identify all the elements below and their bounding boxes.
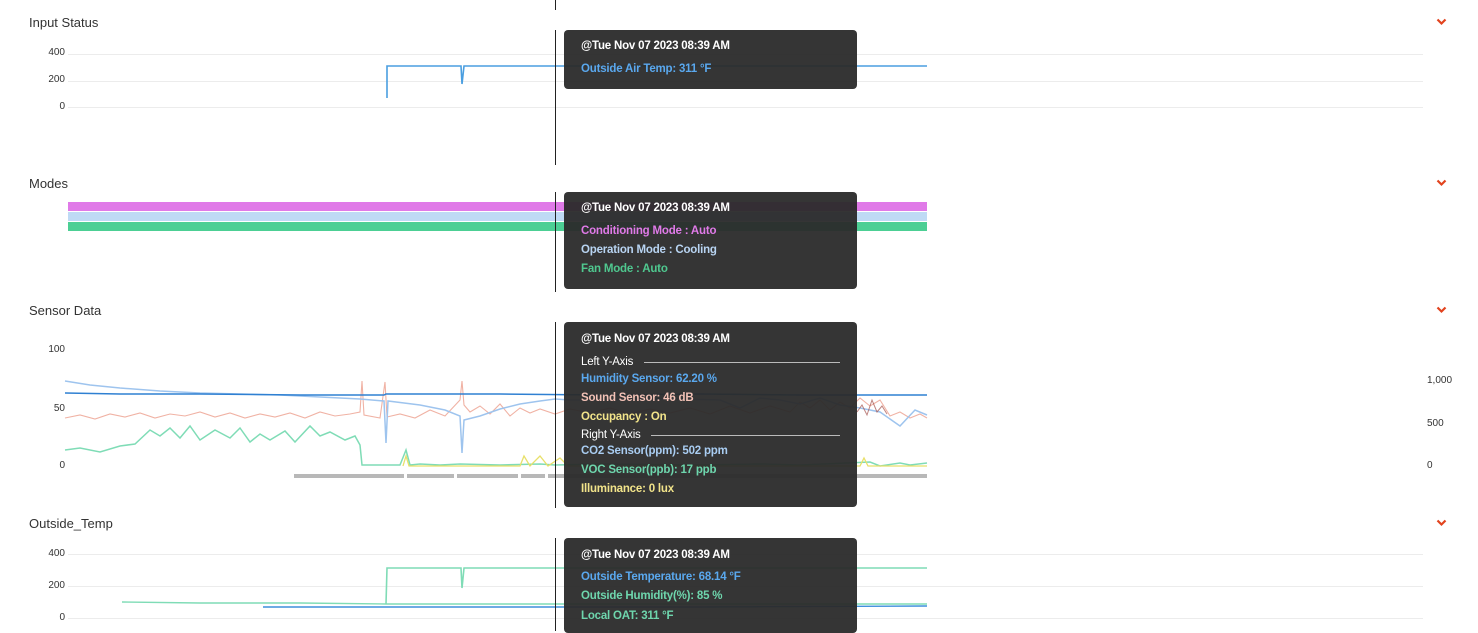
outside-temp-tooltip: @Tue Nov 07 2023 08:39 AM Outside Temper… [564, 538, 857, 633]
y-tick: 200 [48, 74, 65, 85]
gridline [68, 107, 1423, 108]
y-tick-right: 500 [1427, 418, 1444, 429]
y-tick-left: 50 [53, 403, 65, 414]
tooltip-divider [651, 435, 840, 436]
hover-cursor-line [555, 192, 556, 292]
chevron-down-icon[interactable] [1436, 306, 1447, 314]
tooltip-row: Conditioning Mode : Auto [581, 225, 717, 237]
tooltip-left-axis-label: Left Y-Axis [581, 356, 634, 368]
tooltip-timestamp: @Tue Nov 07 2023 08:39 AM [581, 549, 730, 561]
y-tick: 400 [48, 47, 65, 58]
y-tick-left: 100 [48, 344, 65, 355]
tooltip-row: VOC Sensor(ppb): 17 ppb [581, 464, 717, 476]
tooltip-row: CO2 Sensor(ppm): 502 ppm [581, 445, 728, 457]
outside-air-temp-line [386, 65, 927, 98]
tooltip-row: Occupancy : On [581, 411, 667, 423]
modes-title: Modes [29, 176, 69, 191]
y-tick: 0 [59, 612, 65, 623]
y-tick: 400 [48, 548, 65, 559]
tooltip-row: Outside Air Temp: 311 °F [581, 63, 712, 75]
y-tick: 0 [59, 101, 65, 112]
sensor-extra-line [856, 398, 888, 417]
y-tick: 200 [48, 580, 65, 591]
tooltip-row: Fan Mode : Auto [581, 263, 668, 275]
tooltip-row: Local OAT: 311 °F [581, 610, 674, 622]
tooltip-row: Sound Sensor: 46 dB [581, 392, 694, 404]
tooltip-row: Humidity Sensor: 62.20 % [581, 373, 717, 385]
hover-cursor-line [555, 322, 556, 508]
chevron-down-icon[interactable] [1436, 18, 1447, 26]
modes-tooltip: @Tue Nov 07 2023 08:39 AM Conditioning M… [564, 192, 857, 289]
tooltip-timestamp: @Tue Nov 07 2023 08:39 AM [581, 202, 730, 214]
tooltip-timestamp: @Tue Nov 07 2023 08:39 AM [581, 333, 730, 345]
tooltip-timestamp: @Tue Nov 07 2023 08:39 AM [581, 40, 730, 52]
local-oat-line [385, 567, 927, 605]
tooltip-row: Illuminance: 0 lux [581, 483, 674, 495]
fan-mode-band [68, 222, 927, 231]
tooltip-right-axis-label: Right Y-Axis [581, 429, 641, 441]
tooltip-row: Operation Mode : Cooling [581, 244, 717, 256]
sensor-data-title: Sensor Data [29, 303, 102, 318]
y-tick-left: 0 [59, 460, 65, 471]
operation-mode-band [68, 212, 927, 221]
input-status-tooltip: @Tue Nov 07 2023 08:39 AM Outside Air Te… [564, 30, 857, 89]
chevron-down-icon[interactable] [1436, 519, 1447, 527]
hover-cursor-line [555, 0, 556, 10]
outside-temp-title: Outside_Temp [29, 516, 113, 531]
tooltip-divider [644, 362, 840, 363]
tooltip-row: Outside Temperature: 68.14 °F [581, 571, 741, 583]
y-tick-right: 0 [1427, 460, 1433, 471]
tooltip-row: Outside Humidity(%): 85 % [581, 590, 723, 602]
illuminance-line [402, 453, 927, 468]
hover-cursor-line [555, 30, 556, 165]
hover-cursor-line [555, 538, 556, 631]
sensor-data-tooltip: @Tue Nov 07 2023 08:39 AM Left Y-Axis Hu… [564, 322, 857, 507]
conditioning-mode-band [68, 202, 927, 211]
y-tick-right: 1,000 [1427, 375, 1453, 386]
chevron-down-icon[interactable] [1436, 179, 1447, 187]
input-status-title: Input Status [29, 15, 99, 30]
